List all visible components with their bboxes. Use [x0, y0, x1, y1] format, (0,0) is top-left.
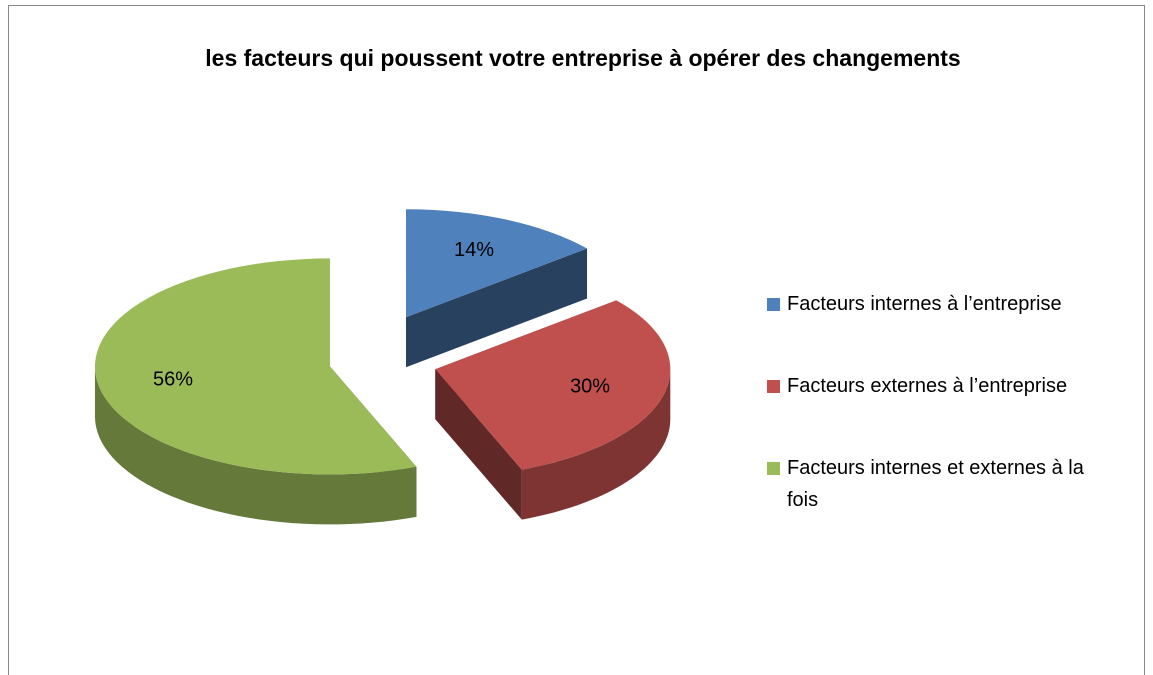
slice-wall [435, 369, 522, 520]
slice-top [94, 258, 417, 475]
data-label: 30% [570, 376, 610, 398]
legend-label: Facteurs externes à l’entreprise [787, 375, 1068, 397]
legend: Facteurs internes à l’entreprise Facteurs… [765, 288, 1135, 566]
legend-label: Facteurs internes et externes à la fois [787, 457, 1084, 511]
slice-top [435, 300, 671, 470]
slice-wall [405, 248, 588, 368]
slice-side [94, 366, 417, 525]
legend-item: Facteurs internes et externes à la fois [765, 452, 1135, 516]
legend-swatch [767, 298, 780, 311]
legend-item: Facteurs externes à l’entreprise [765, 370, 1135, 402]
slice-top [405, 209, 588, 318]
chart-title: les facteurs qui poussent votre entrepri… [205, 45, 961, 71]
slice [94, 258, 417, 525]
legend-label: Facteurs internes à l’entreprise [787, 293, 1062, 315]
legend-swatch [767, 380, 780, 393]
slice-side [521, 369, 671, 520]
data-label: 56% [153, 368, 193, 390]
slice [435, 300, 671, 520]
slice [405, 209, 588, 368]
data-label: 14% [454, 239, 494, 261]
legend-item: Facteurs internes à l’entreprise [765, 288, 1135, 320]
legend-swatch [767, 462, 780, 475]
